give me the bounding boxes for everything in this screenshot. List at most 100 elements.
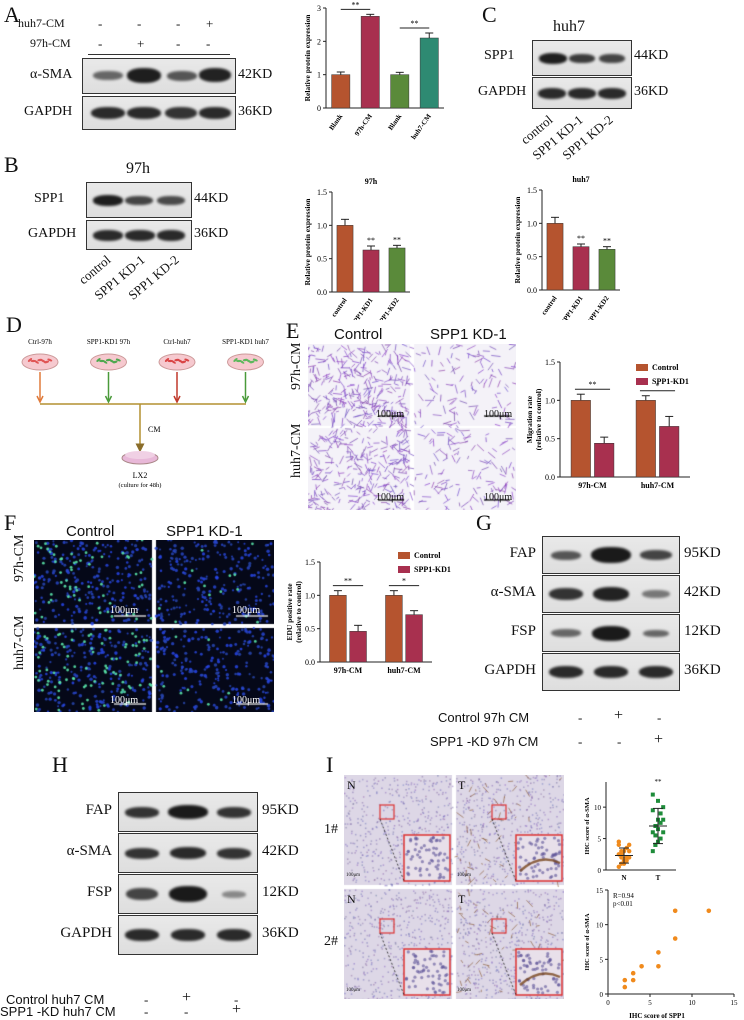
cond-mark: +: [614, 707, 624, 724]
x-tick-label: 0: [606, 999, 610, 1007]
y-tick-label: 1.5: [305, 558, 315, 567]
bar: [385, 595, 403, 663]
y-tick-label: 1.0: [545, 396, 555, 405]
blot-label: FSP: [510, 623, 536, 639]
culture-dish: [158, 353, 196, 371]
correlation-r: R=0.94: [613, 892, 634, 900]
blot-strip: [118, 833, 258, 873]
y-tick-label: 5: [600, 956, 604, 964]
x-tick-label: 97h-CM: [353, 112, 374, 137]
cond-mark: +: [137, 36, 145, 51]
y-tick-label: 0.5: [527, 253, 537, 262]
legend-label: Control: [652, 363, 679, 372]
blot-band: [125, 929, 159, 941]
kd-label: 36KD: [194, 226, 229, 241]
bar: [360, 16, 380, 109]
y-tick-label: 2: [317, 37, 321, 46]
correlation-p: p<0.01: [613, 900, 633, 908]
bar-chart-f: 0.0 0.5 1.0 1.5 97h-CM ** huh7-CM * EDU positive…: [285, 551, 451, 675]
blot-band: [594, 666, 628, 678]
x-tick-label: SPP1-KD2: [376, 296, 401, 320]
culture-dish: [227, 353, 264, 371]
blot-label: GAPDH: [478, 84, 527, 99]
tile-label: N: [347, 778, 356, 792]
data-point: [656, 798, 660, 803]
bar: [659, 426, 680, 478]
blot-band: [169, 886, 207, 902]
data-point: [653, 833, 658, 838]
y-tick-label: 1.0: [305, 591, 315, 600]
scale-bar-label: 100μm: [232, 695, 261, 706]
cond-mark: -: [144, 992, 149, 1007]
experiment-diagram: Ctrl-97h SPP1-KD1 97h Ctrl-huh7 SPP1-KD1 hu…: [21, 338, 269, 489]
bar: [405, 614, 423, 663]
dish-label: Ctrl-97h: [28, 338, 52, 346]
cond-label: Control 97h CM: [438, 710, 530, 725]
kd-label: 12KD: [684, 623, 721, 639]
data-point: [661, 817, 666, 822]
x-tick-label: T: [656, 874, 661, 882]
cell-line-label: 97h: [126, 160, 150, 177]
row-label: huh7-CM: [12, 615, 27, 670]
cell-glyph: [112, 360, 118, 364]
kd-label: 44KD: [634, 48, 669, 63]
significance-mark: **: [655, 778, 663, 786]
data-point: [627, 842, 632, 848]
dish-label: SPP1-KD1 huh7: [222, 338, 269, 346]
cond-mark: -: [176, 16, 181, 31]
panel-letter-f: F: [4, 510, 17, 535]
y-tick-label: 0: [598, 867, 602, 875]
blot-band: [217, 847, 251, 859]
arrow-head: [104, 395, 113, 404]
col-label: Control: [66, 523, 115, 540]
scale-bar-label: 100μm: [376, 409, 405, 420]
blot-strip: [542, 536, 680, 574]
bar-chart-e: 0.0 0.5 1.0 1.5 97h-CM ** huh7-CM * Migration ra…: [525, 358, 690, 490]
blot-label: FAP: [509, 545, 536, 561]
significance-mark: **: [344, 577, 352, 586]
culture-dish: [21, 353, 59, 371]
blot-band: [639, 666, 674, 678]
bar: [419, 37, 439, 109]
significance-mark: **: [367, 236, 375, 245]
significance-mark: *: [656, 382, 660, 391]
col-label: SPP1 KD-1: [166, 523, 243, 540]
y-tick-label: 1.5: [527, 186, 537, 195]
edu-images: [34, 540, 274, 712]
data-point: [650, 792, 655, 797]
blot-band: [591, 547, 631, 563]
row-label: huh7-CM: [289, 423, 304, 478]
cond-label: Control huh7 CM: [6, 992, 105, 1007]
bar: [635, 400, 656, 478]
western-blot-gapdh: [86, 220, 192, 250]
kd-label: 42KD: [238, 67, 273, 82]
panel-letter-e: E: [286, 318, 300, 343]
blot-label: SPP1: [484, 48, 515, 63]
kd-label: 36KD: [684, 662, 721, 678]
western-blot-gapdh: [82, 96, 236, 130]
scale-bar-label: 100μm: [484, 409, 513, 420]
y-axis-label: Relative protein expression: [303, 198, 312, 286]
cond-label: SPP1 -KD huh7 CM: [0, 1004, 116, 1019]
data-point: [624, 858, 629, 863]
y-tick-label: 0.0: [317, 288, 327, 297]
cond-mark: -: [98, 36, 103, 51]
tile-label: T: [458, 778, 466, 792]
y-axis-label: (relative to control): [534, 388, 543, 450]
blot-band: [643, 629, 670, 637]
legend-swatch: [398, 566, 410, 573]
kd-label: 36KD: [262, 925, 299, 941]
blot-band: [548, 588, 583, 600]
y-tick-label: 10: [596, 922, 604, 930]
cond-label: huh7-CM: [18, 16, 65, 30]
cell-glyph: [239, 360, 245, 364]
scatter-plot-i: 0 5 10 15 0 5 10 15 R=0.94p<0.01 IHC score of SPP…: [584, 887, 738, 1018]
blot-band: [642, 590, 671, 598]
blot-label: α-SMA: [66, 843, 112, 859]
y-tick-label: 15: [596, 887, 604, 895]
blot-strip: [542, 653, 680, 691]
blot-band: [550, 629, 581, 637]
significance-mark: **: [411, 19, 419, 28]
blot-label: GAPDH: [484, 662, 536, 678]
y-axis-label: Relative protein expression: [513, 196, 522, 284]
